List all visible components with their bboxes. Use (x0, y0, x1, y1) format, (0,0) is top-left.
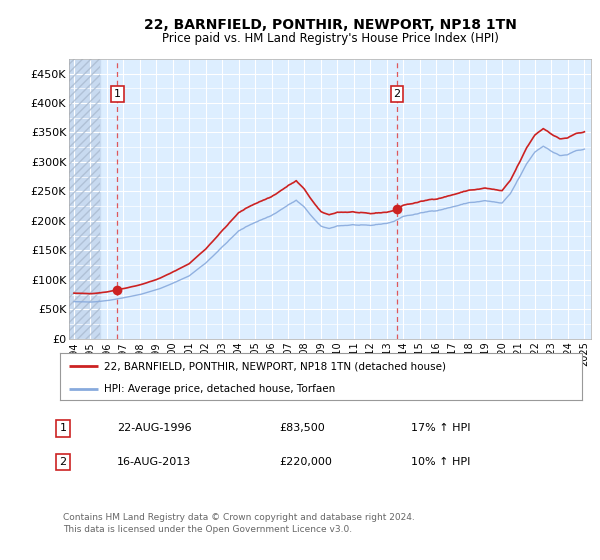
Text: 17% ↑ HPI: 17% ↑ HPI (411, 423, 470, 433)
Text: HPI: Average price, detached house, Torfaen: HPI: Average price, detached house, Torf… (104, 384, 335, 394)
Text: 16-AUG-2013: 16-AUG-2013 (117, 457, 191, 467)
Text: 10% ↑ HPI: 10% ↑ HPI (411, 457, 470, 467)
Text: £220,000: £220,000 (279, 457, 332, 467)
Text: 1: 1 (59, 423, 67, 433)
Text: 22, BARNFIELD, PONTHIR, NEWPORT, NP18 1TN: 22, BARNFIELD, PONTHIR, NEWPORT, NP18 1T… (143, 18, 517, 32)
Text: 2: 2 (59, 457, 67, 467)
Text: 2: 2 (394, 89, 401, 99)
Text: Price paid vs. HM Land Registry's House Price Index (HPI): Price paid vs. HM Land Registry's House … (161, 31, 499, 45)
Text: 1: 1 (114, 89, 121, 99)
Text: Contains HM Land Registry data © Crown copyright and database right 2024.
This d: Contains HM Land Registry data © Crown c… (63, 513, 415, 534)
Bar (69, 59, 100, 339)
Bar (69, 59, 100, 339)
Text: £83,500: £83,500 (279, 423, 325, 433)
Text: 22, BARNFIELD, PONTHIR, NEWPORT, NP18 1TN (detached house): 22, BARNFIELD, PONTHIR, NEWPORT, NP18 1T… (104, 361, 446, 371)
Text: 22-AUG-1996: 22-AUG-1996 (117, 423, 191, 433)
